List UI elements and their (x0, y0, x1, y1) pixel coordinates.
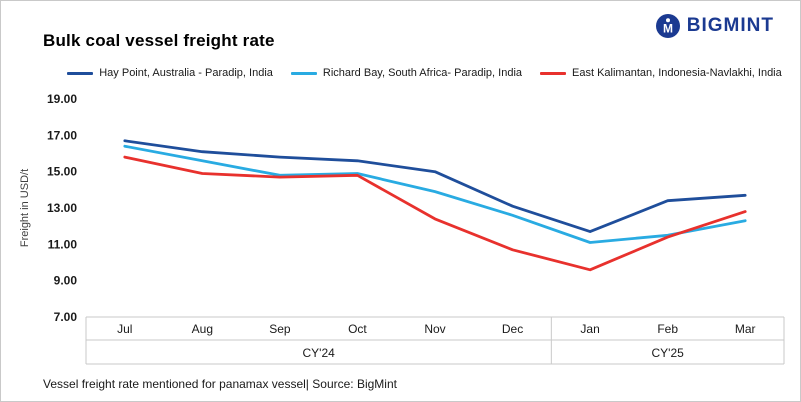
legend-item: East Kalimantan, Indonesia-Navlakhi, Ind… (540, 67, 782, 79)
y-tick-label: 17.00 (47, 128, 77, 142)
brand-name: BIGMINT (686, 15, 774, 36)
legend-item: Richard Bay, South Africa- Paradip, Indi… (290, 67, 523, 79)
series-line-1 (123, 144, 747, 244)
x-tick-label: Jul (117, 322, 132, 336)
page-title: Bulk coal vessel freight rate (43, 31, 275, 50)
chart-legend: Hay Point, Australia - Paradip, India Ric… (61, 67, 788, 79)
legend-swatch (540, 71, 567, 75)
x-tick-label: Sep (269, 322, 291, 336)
series-line-2 (123, 155, 747, 272)
bigmint-logo-icon: M (655, 14, 680, 38)
bigmint-logo: M BIGMINT (655, 13, 774, 39)
legend-swatch (290, 71, 317, 75)
legend-swatch (67, 71, 94, 75)
y-tick-label: 11.00 (48, 237, 78, 251)
svg-text:M: M (663, 22, 673, 36)
y-tick-label: 19.00 (47, 92, 77, 106)
legend-label: Richard Bay, South Africa- Paradip, Indi… (322, 67, 523, 79)
x-tick-label: Jan (580, 322, 599, 336)
y-axis-title: Freight in USD/t (19, 169, 31, 247)
y-tick-label: 15.00 (47, 165, 77, 179)
x-group-label: CY'25 (652, 346, 685, 360)
freight-rate-line-chart: 7.00 9.00 11.00 13.00 15.00 17.00 19.00 Jul Aug S… (19, 92, 785, 365)
x-tick-label: Mar (735, 322, 756, 336)
x-tick-label: Oct (348, 322, 367, 336)
legend-label: East Kalimantan, Indonesia-Navlakhi, Ind… (572, 67, 782, 79)
x-group-label: CY'24 (303, 346, 336, 360)
y-tick-label: 13.00 (47, 201, 77, 215)
x-tick-label: Dec (502, 322, 523, 336)
source-note: Vessel freight rate mentioned for panama… (43, 377, 397, 391)
x-tick-label: Feb (657, 322, 678, 336)
legend-label: Hay Point, Australia - Paradip, India (99, 67, 273, 79)
legend-item: Hay Point, Australia - Paradip, India (67, 67, 273, 79)
x-tick-label: Aug (192, 322, 213, 336)
y-tick-label: 9.00 (54, 274, 78, 288)
series-line-0 (123, 139, 747, 234)
x-tick-label: Nov (424, 322, 445, 336)
y-tick-label: 7.00 (54, 310, 78, 324)
